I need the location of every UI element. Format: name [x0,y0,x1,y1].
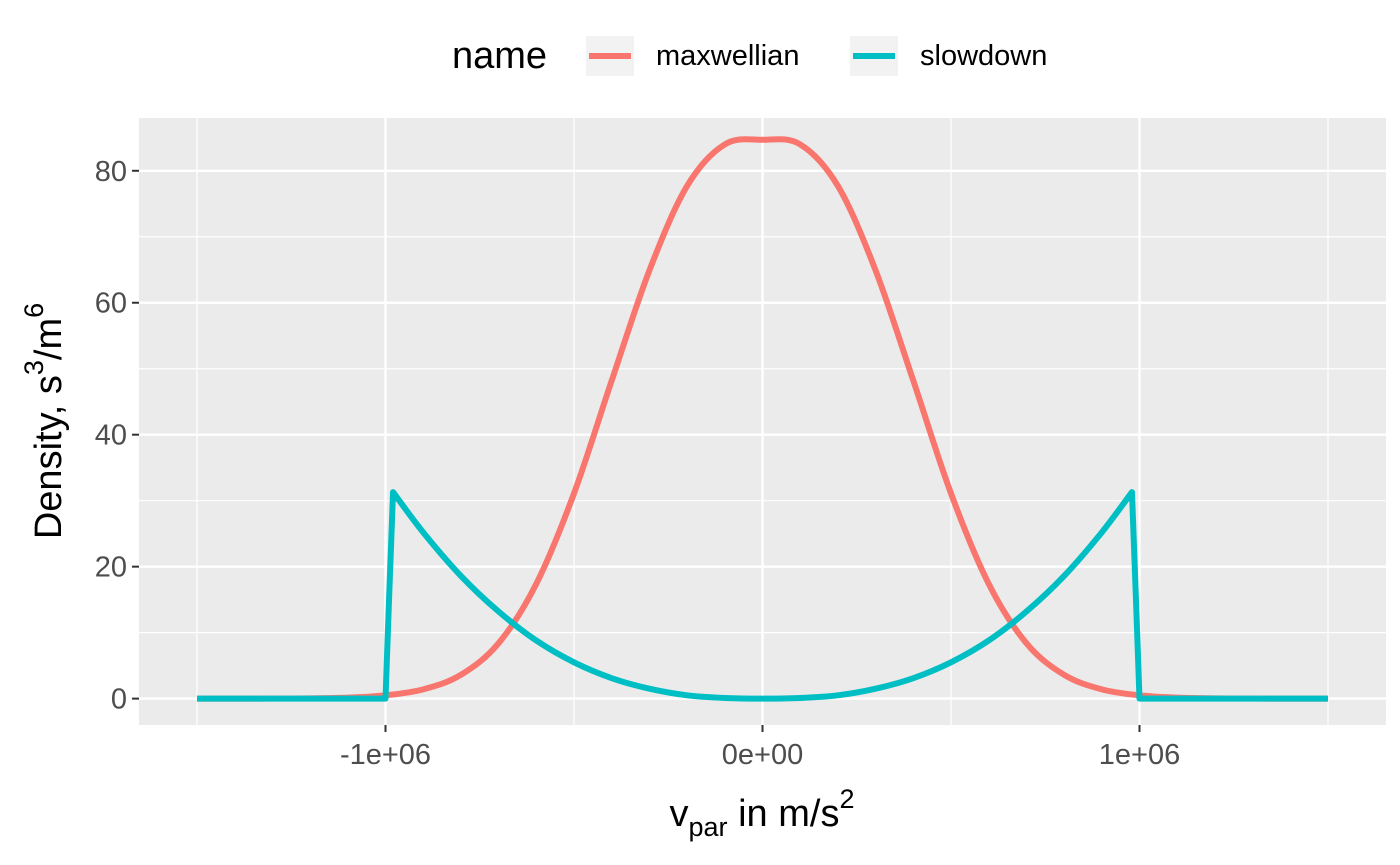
series-line-slowdown [197,489,1328,702]
y-axis-title-part1: Density, s [28,375,70,539]
y-tick-label: 80 [95,156,127,188]
x-tick-label: -1e+06 [340,739,431,771]
x-axis-title-main: v [670,793,689,835]
y-axis-title-part2: /m [28,318,70,360]
y-tick-label: 0 [111,684,127,716]
x-axis-title-superscript: 2 [839,784,854,814]
legend: name maxwellian slowdown [452,35,1047,77]
x-tick-label: 0e+00 [722,739,803,771]
series-line-maxwellian [196,136,1329,702]
y-tick-label: 40 [95,420,127,452]
y-tick-label: 20 [95,552,127,584]
ticks-layer: -1e+06 0e+00 1e+06 0 20 40 60 80 [95,156,1180,771]
y-axis-title-sup1: 3 [19,360,49,375]
y-axis-title: Density, s3/m6 [19,303,70,539]
x-axis-title-subscript: par [689,812,728,842]
series-layer [196,136,1329,702]
y-tick-label: 60 [95,288,127,320]
x-axis-title-rest: in m/s [728,793,840,835]
legend-label-maxwellian: maxwellian [656,40,799,72]
x-axis-title: vpar in m/s2 [670,784,855,842]
legend-label-slowdown: slowdown [920,40,1047,72]
x-tick-label: 1e+06 [1099,739,1180,771]
legend-title: name [452,35,547,77]
y-axis-title-sup2: 6 [19,303,49,318]
